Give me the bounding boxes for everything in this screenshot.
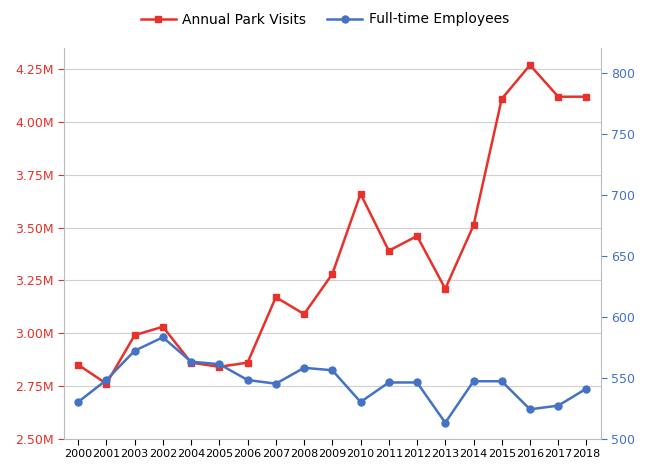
Annual Park Visits xyxy=(498,96,506,101)
Annual Park Visits xyxy=(582,94,590,100)
Annual Park Visits xyxy=(272,294,280,300)
Full-time Employees xyxy=(582,386,590,392)
Annual Park Visits xyxy=(131,332,138,338)
Annual Park Visits xyxy=(413,233,421,239)
Full-time Employees xyxy=(385,380,393,385)
Full-time Employees xyxy=(554,403,562,409)
Line: Full-time Employees: Full-time Employees xyxy=(75,334,590,426)
Full-time Employees xyxy=(244,377,252,383)
Annual Park Visits xyxy=(244,360,252,365)
Annual Park Visits xyxy=(103,381,111,387)
Legend: Annual Park Visits, Full-time Employees: Annual Park Visits, Full-time Employees xyxy=(135,7,515,32)
Annual Park Visits xyxy=(215,364,223,370)
Full-time Employees xyxy=(441,420,449,426)
Full-time Employees xyxy=(413,380,421,385)
Full-time Employees xyxy=(469,378,477,384)
Full-time Employees xyxy=(131,348,138,354)
Full-time Employees xyxy=(159,335,167,340)
Full-time Employees xyxy=(328,367,336,373)
Full-time Employees xyxy=(300,365,308,371)
Annual Park Visits xyxy=(554,94,562,100)
Annual Park Visits xyxy=(385,248,393,254)
Annual Park Visits xyxy=(526,62,534,68)
Full-time Employees xyxy=(187,359,195,365)
Annual Park Visits xyxy=(74,362,82,367)
Annual Park Visits xyxy=(441,286,449,292)
Full-time Employees xyxy=(272,381,280,386)
Full-time Employees xyxy=(498,378,506,384)
Line: Annual Park Visits: Annual Park Visits xyxy=(75,62,590,387)
Full-time Employees xyxy=(103,377,111,383)
Annual Park Visits xyxy=(187,360,195,365)
Annual Park Visits xyxy=(469,223,477,228)
Annual Park Visits xyxy=(300,311,308,317)
Full-time Employees xyxy=(215,361,223,367)
Annual Park Visits xyxy=(159,324,167,329)
Full-time Employees xyxy=(526,407,534,412)
Full-time Employees xyxy=(74,399,82,405)
Annual Park Visits xyxy=(357,191,365,197)
Full-time Employees xyxy=(357,399,365,405)
Annual Park Visits xyxy=(328,271,336,277)
